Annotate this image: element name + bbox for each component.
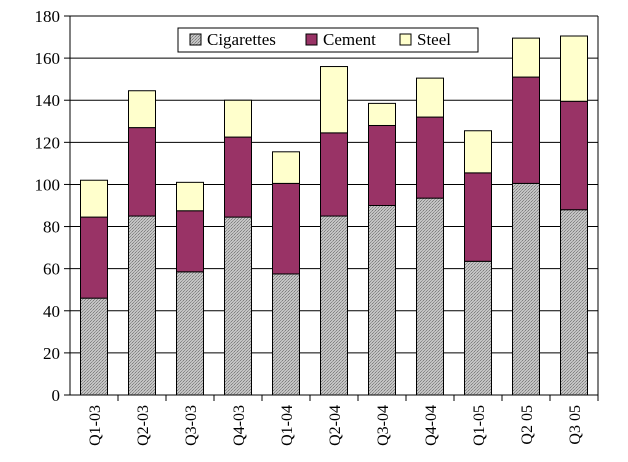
bar-cement-q3-04 — [368, 124, 396, 206]
y-tick-label: 20 — [43, 344, 60, 363]
bar-cigarettes-q3-03 — [176, 271, 204, 396]
y-tick-label: 140 — [35, 91, 61, 110]
bar-cement-q1-03 — [80, 216, 108, 299]
bar-cigarettes-q4-03 — [224, 216, 252, 396]
x-tick-label: Q3 05 — [567, 405, 584, 445]
bar-steel-q4-03 — [224, 99, 252, 138]
legend-box — [177, 27, 479, 53]
x-tick-label: Q1-05 — [471, 405, 488, 446]
bar-cement-q4-04 — [416, 116, 444, 199]
bar-steel-q2-03 — [128, 90, 156, 129]
x-tick-label: Q1-03 — [87, 405, 104, 446]
bar-cigarettes-q3-04 — [368, 205, 396, 396]
legend-swatch-cigarettes — [189, 33, 202, 46]
axes: 0 20 40 60 80 100 120 140 160 180 Q1-03 Q2-03 Q3-03 Q… — [35, 7, 599, 446]
x-tick-label: Q2-03 — [135, 405, 152, 446]
bar-cement-q3-03 — [176, 210, 204, 273]
y-tick-label: 160 — [35, 49, 61, 68]
legend-swatch-cement — [305, 33, 318, 46]
bar-cement-q1-05 — [464, 172, 492, 262]
bar-steel-q2-04 — [320, 66, 348, 134]
x-tick-label: Q2 05 — [519, 405, 536, 445]
bar-cigarettes-q2-04 — [320, 215, 348, 396]
bar-cigarettes-q1-05 — [464, 260, 492, 396]
bar-steel-q1-03 — [80, 179, 108, 218]
y-tick-label: 60 — [43, 260, 60, 279]
legend-swatch-steel — [399, 33, 412, 46]
x-tick-label: Q3-03 — [183, 405, 200, 446]
bar-steel-q1-05 — [464, 130, 492, 174]
bar-cigarettes-q2-03 — [128, 215, 156, 396]
legend-label-steel: Steel — [417, 30, 451, 49]
bar-cigarettes-q1-03 — [80, 297, 108, 396]
y-tick-label: 80 — [43, 218, 60, 237]
bar-steel-q4-04 — [416, 77, 444, 118]
bar-steel-q1-04 — [272, 151, 300, 184]
bars — [80, 35, 588, 396]
bar-steel-q3-04 — [368, 102, 396, 126]
bar-cigarettes-q3-05 — [560, 209, 588, 396]
x-tick-label: Q4-04 — [423, 405, 440, 446]
y-tick-label: 100 — [35, 175, 61, 194]
y-tick-label: 0 — [52, 386, 61, 405]
x-tick-label: Q1-04 — [279, 405, 296, 446]
bar-cement-q2-05 — [512, 76, 540, 184]
x-tick-label: Q2-04 — [327, 405, 344, 446]
bar-cement-q1-04 — [272, 182, 300, 275]
bar-cement-q4-03 — [224, 136, 252, 218]
legend-label-cigarettes: Cigarettes — [207, 30, 276, 49]
y-tick-label: 120 — [35, 133, 61, 152]
bar-steel-q2-05 — [512, 37, 540, 78]
bar-steel-q3-03 — [176, 181, 204, 212]
x-tick-label: Q3-04 — [375, 405, 392, 446]
bar-cigarettes-q2-05 — [512, 182, 540, 396]
bar-steel-q3-05 — [560, 35, 588, 102]
bar-cigarettes-q1-04 — [272, 273, 300, 396]
bar-cement-q2-04 — [320, 132, 348, 217]
x-tick-label: Q4-03 — [231, 405, 248, 446]
legend-label-cement: Cement — [323, 30, 376, 49]
y-tick-label: 40 — [43, 302, 60, 321]
bar-cement-q3-05 — [560, 100, 588, 211]
y-tick-label: 180 — [35, 7, 61, 26]
legend: Cigarettes Cement Steel — [177, 27, 479, 53]
bar-cement-q2-03 — [128, 127, 156, 217]
bar-cigarettes-q4-04 — [416, 197, 444, 396]
